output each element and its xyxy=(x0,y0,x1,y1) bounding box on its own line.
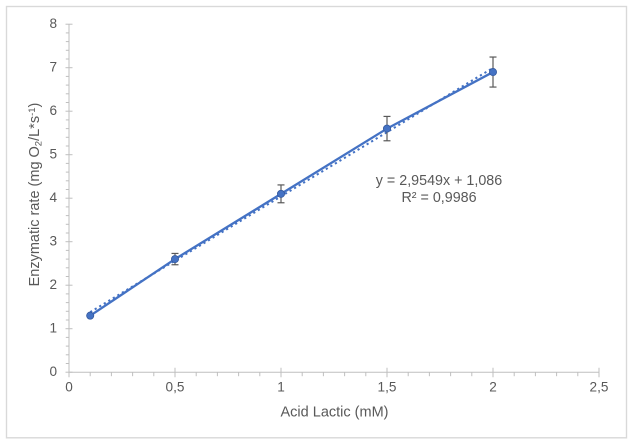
svg-text:6: 6 xyxy=(49,103,57,118)
svg-text:8: 8 xyxy=(49,16,57,31)
svg-text:Enzymatic rate (mg O2/L*s-1): Enzymatic rate (mg O2/L*s-1) xyxy=(27,103,45,287)
svg-text:1,5: 1,5 xyxy=(378,380,397,395)
svg-text:2,5: 2,5 xyxy=(590,380,609,395)
svg-text:7: 7 xyxy=(49,60,57,75)
svg-text:0: 0 xyxy=(49,364,57,379)
svg-text:2: 2 xyxy=(49,277,57,292)
svg-text:3: 3 xyxy=(49,234,57,249)
svg-text:R² = 0,9986: R² = 0,9986 xyxy=(401,190,476,206)
svg-text:2: 2 xyxy=(489,380,497,395)
svg-text:0,5: 0,5 xyxy=(166,380,185,395)
svg-text:0: 0 xyxy=(65,380,73,395)
svg-text:4: 4 xyxy=(49,190,57,205)
svg-text:5: 5 xyxy=(49,147,57,162)
svg-text:1: 1 xyxy=(49,321,57,336)
svg-text:Acid Lactic (mM): Acid Lactic (mM) xyxy=(281,405,389,421)
svg-text:1: 1 xyxy=(277,380,285,395)
svg-text:y = 2,9549x + 1,086: y = 2,9549x + 1,086 xyxy=(376,173,502,189)
